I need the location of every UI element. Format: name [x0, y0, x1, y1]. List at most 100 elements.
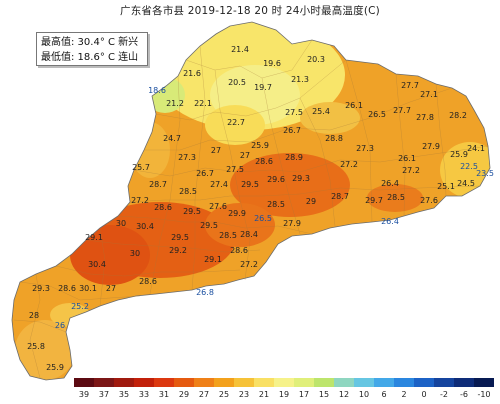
- station-value: 27.9: [422, 142, 440, 151]
- station-value: 27.8: [416, 113, 434, 122]
- station-value: 28.6: [230, 246, 248, 255]
- legend-tick-label: -6: [460, 390, 468, 399]
- color-legend: 39 37 35 33 31 29 27 25 23 21 19 17 15 12 10 6 2 0 -2 -6 -10: [74, 378, 494, 402]
- legend-swatch: [334, 378, 354, 387]
- legend-swatch: [214, 378, 234, 387]
- legend-swatch: [114, 378, 134, 387]
- station-value: 21.4: [231, 45, 249, 54]
- station-value: 25.4: [312, 107, 330, 116]
- station-value: 29: [306, 197, 316, 206]
- station-value: 27.7: [393, 106, 411, 115]
- legend-tick-label: 29: [178, 390, 190, 399]
- legend-swatch: [174, 378, 194, 387]
- station-value: 28.8: [325, 134, 343, 143]
- station-value: 21.2: [166, 99, 184, 108]
- max-value-line: 最高值: 30.4° C 新兴: [41, 37, 139, 48]
- legend-tick-labels: 39 37 35 33 31 29 27 25 23 21 19 17 15 12 10 6 2 0 -2 -6 -10: [74, 390, 494, 399]
- station-value: 25.9: [251, 141, 269, 150]
- station-value: 27: [211, 146, 221, 155]
- station-value: 29.5: [241, 180, 259, 189]
- station-value: 26.4: [381, 217, 399, 226]
- station-value: 29.3: [292, 174, 310, 183]
- station-value: 22.5: [460, 162, 478, 171]
- station-value: 29.1: [204, 255, 222, 264]
- legend-tick-label: 27: [198, 390, 210, 399]
- station-value: 23.5: [476, 169, 494, 178]
- station-value: 27.5: [226, 165, 244, 174]
- legend-swatch: [274, 378, 294, 387]
- station-value: 28.6: [255, 157, 273, 166]
- station-value: 24.5: [457, 179, 475, 188]
- station-value: 26.5: [368, 110, 386, 119]
- station-value: 27.2: [240, 260, 258, 269]
- station-value: 30: [116, 219, 126, 228]
- legend-swatch: [294, 378, 314, 387]
- legend-tick-label: 17: [298, 390, 310, 399]
- legend-tick-label: 33: [138, 390, 150, 399]
- station-value: 19.7: [254, 83, 272, 92]
- legend-swatch: [314, 378, 334, 387]
- station-value: 26.7: [196, 169, 214, 178]
- station-value: 19.6: [263, 59, 281, 68]
- legend-swatch: [474, 378, 494, 387]
- station-value: 25.1: [437, 182, 455, 191]
- station-value: 28.2: [449, 111, 467, 120]
- station-value: 24.7: [163, 134, 181, 143]
- station-value: 25.2: [71, 302, 89, 311]
- station-value: 21.3: [291, 75, 309, 84]
- station-value: 18.6: [148, 86, 166, 95]
- station-value: 27.1: [420, 90, 438, 99]
- station-value: 21.6: [183, 69, 201, 78]
- station-value: 30.4: [136, 222, 154, 231]
- legend-tick-label: -2: [440, 390, 448, 399]
- station-value: 25.9: [450, 150, 468, 159]
- legend-tick-label: 21: [258, 390, 270, 399]
- station-value: 27.3: [356, 144, 374, 153]
- station-value: 27.2: [402, 166, 420, 175]
- station-value: 25.8: [27, 342, 45, 351]
- station-value: 28.4: [240, 230, 258, 239]
- legend-swatch: [454, 378, 474, 387]
- station-value: 29.5: [200, 221, 218, 230]
- station-value: 30.1: [79, 284, 97, 293]
- summary-box: 最高值: 30.4° C 新兴 最低值: 18.6° C 连山: [36, 32, 148, 66]
- legend-tick-label: 12: [338, 390, 350, 399]
- station-value: 27.7: [401, 81, 419, 90]
- station-value: 26: [55, 321, 65, 330]
- map-title: 广东省各市县 2019-12-18 20 时 24小时最高温度(C): [120, 5, 380, 17]
- station-labels: 21.4 19.6 20.3 21.6 20.5 19.7 21.3 18.621.2 22.1…: [27, 45, 494, 372]
- station-value: 25.9: [46, 363, 64, 372]
- station-value: 27.5: [285, 108, 303, 117]
- legend-swatch: [74, 378, 94, 387]
- station-value: 28.5: [179, 187, 197, 196]
- station-value: 29.6: [267, 175, 285, 184]
- station-value: 20.3: [307, 55, 325, 64]
- legend-tick-label: 23: [238, 390, 250, 399]
- min-value-line: 最低值: 18.6° C 连山: [41, 52, 139, 63]
- station-value: 27.9: [283, 219, 301, 228]
- legend-swatch: [394, 378, 414, 387]
- legend-tick-label: 6: [381, 390, 387, 399]
- station-value: 27.3: [178, 153, 196, 162]
- legend-tick-label: 35: [118, 390, 130, 399]
- station-value: 27: [240, 151, 250, 160]
- legend-swatch: [414, 378, 434, 387]
- legend-swatch: [374, 378, 394, 387]
- station-value: 26.5: [254, 214, 272, 223]
- station-value: 27.6: [209, 202, 227, 211]
- station-value: 22.7: [227, 118, 245, 127]
- station-value: 27.4: [210, 180, 228, 189]
- station-value: 28.7: [331, 192, 349, 201]
- legend-tick-label: 15: [318, 390, 330, 399]
- legend-tick-label: 19: [278, 390, 290, 399]
- station-value: 30: [130, 249, 140, 258]
- legend-swatch: [94, 378, 114, 387]
- station-value: 28.6: [139, 277, 157, 286]
- legend-swatch: [134, 378, 154, 387]
- legend-tick-label: 10: [358, 390, 370, 399]
- legend-tick-label: -10: [477, 390, 491, 399]
- station-value: 26.1: [345, 101, 363, 110]
- legend-color-bar: [74, 378, 494, 387]
- legend-swatch: [154, 378, 174, 387]
